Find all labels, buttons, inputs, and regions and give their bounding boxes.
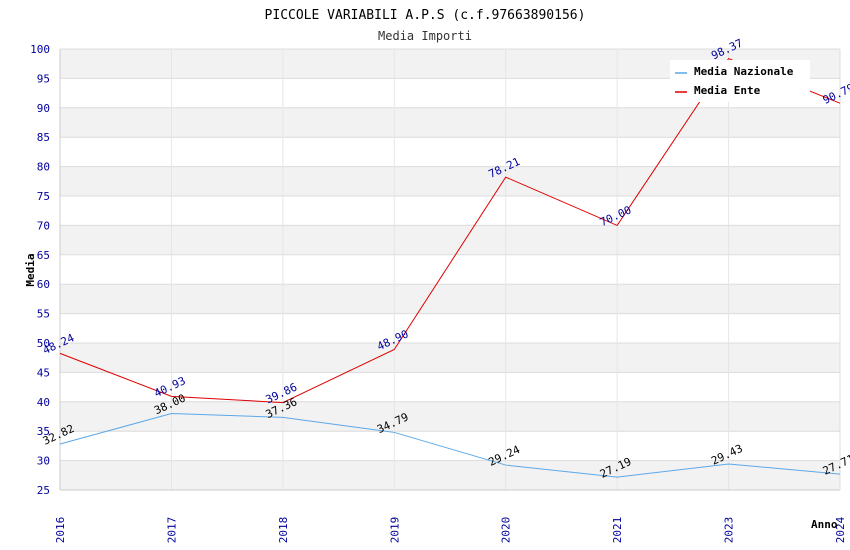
y-tick-label: 25: [37, 484, 50, 497]
grid-band: [60, 166, 840, 196]
grid-band: [60, 401, 840, 432]
chart-title: PICCOLE VARIABILI A.P.S (c.f.97663890156…: [265, 8, 586, 23]
x-tick-label: 2018: [277, 517, 290, 544]
y-tick-label: 30: [37, 455, 50, 468]
y-tick-label: 75: [37, 190, 50, 203]
y-tick-label: 80: [37, 161, 50, 174]
grid-band: [60, 460, 840, 490]
y-tick-label: 90: [37, 102, 50, 115]
y-tick-label: 65: [37, 249, 50, 262]
x-tick-label: 2023: [723, 517, 736, 544]
grid-band: [60, 107, 840, 138]
y-tick-label: 95: [37, 72, 50, 85]
grid-band: [60, 284, 840, 314]
legend-box: [670, 60, 810, 102]
axes: [59, 49, 841, 491]
y-tick-label: 50: [37, 337, 50, 350]
y-tick-label: 55: [37, 308, 50, 321]
grid-band: [60, 343, 840, 373]
x-tick-label: 2017: [165, 517, 178, 544]
chart-subtitle: Media Importi: [378, 29, 472, 43]
legend: Media Nazionale Media Ente: [670, 60, 810, 102]
x-tick-label: 2019: [388, 517, 401, 544]
y-axis-label: Media: [24, 253, 37, 286]
x-tick-label: 2020: [500, 517, 513, 544]
grid-bands: [60, 49, 840, 490]
y-tick-label: 100: [30, 43, 50, 56]
y-tick-label: 35: [37, 425, 50, 438]
x-axis-label: Anno: [811, 518, 838, 531]
legend-label-media-nazionale: Media Nazionale: [694, 65, 794, 78]
series-line-media-nazionale: [59, 413, 841, 478]
y-tick-label: 85: [37, 131, 50, 144]
gridlines: [59, 48, 841, 491]
y-tick-label: 40: [37, 396, 50, 409]
x-tick-label: 2021: [611, 517, 624, 544]
x-tick-labels: 2016 2017 2018 2019 2020 2021 2023 2024: [54, 516, 847, 543]
y-tick-label: 70: [37, 219, 50, 232]
y-tick-labels: 25 30 35 40 45 50 55 60 65 70 75 80 85 90 95 100: [30, 43, 50, 497]
x-tick-label: 2024: [834, 516, 847, 543]
legend-label-media-ente: Media Ente: [694, 84, 761, 97]
data-label-media-ente: 90.79: [821, 81, 850, 107]
grid-band: [60, 225, 840, 255]
y-tick-label: 45: [37, 366, 50, 379]
y-tick-label: 60: [37, 278, 50, 291]
x-tick-label: 2016: [54, 517, 67, 544]
